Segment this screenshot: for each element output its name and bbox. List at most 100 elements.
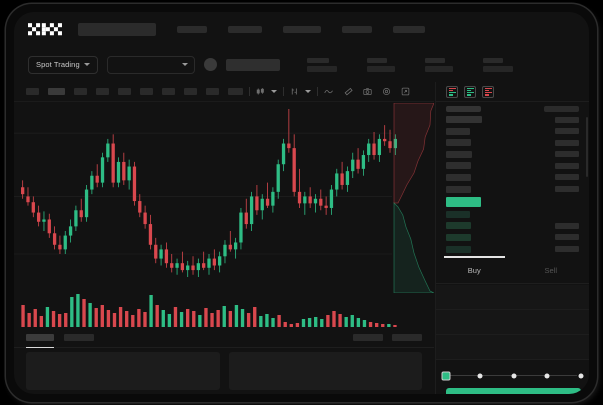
- nav-item-2[interactable]: [228, 26, 262, 33]
- tab-buy[interactable]: Buy: [436, 256, 513, 283]
- timeframe-button-4[interactable]: [96, 88, 109, 95]
- trade-side-tabs: Buy Sell: [436, 256, 589, 284]
- slider-handle[interactable]: [441, 371, 451, 380]
- timeframe-button-6[interactable]: [140, 88, 153, 95]
- camera-icon[interactable]: [363, 87, 372, 96]
- trading-pair-dropdown[interactable]: [106, 55, 195, 74]
- orderbook-row-ask[interactable]: [436, 138, 589, 147]
- market-stat-value: [366, 65, 395, 72]
- slider-stop-75[interactable]: [544, 373, 550, 378]
- orderbook-both-icon[interactable]: [446, 85, 458, 98]
- orderbook-column-headers: [436, 104, 589, 113]
- orderbook-amount-bar: [555, 116, 579, 123]
- orderbook-amount-bar: [555, 174, 579, 181]
- orderbook-row-ask[interactable]: [436, 115, 589, 124]
- bottom-panel-left[interactable]: [26, 352, 220, 390]
- nav-item-1[interactable]: [177, 26, 207, 33]
- orderbook-amount-bar: [555, 128, 579, 135]
- bottom-tab-1[interactable]: [26, 334, 54, 348]
- bar-chart-icon[interactable]: [290, 87, 299, 96]
- market-stat-label: [306, 57, 329, 63]
- orderbook-header-amount: [544, 105, 579, 112]
- orderbook-scrollbar[interactable]: [586, 117, 588, 177]
- orderbook-amount-bar: [555, 139, 579, 146]
- orderbook-rows[interactable]: [436, 115, 589, 256]
- bottom-tab-2[interactable]: [64, 334, 94, 341]
- orders-panels: [14, 352, 434, 390]
- orderbook-row-bid[interactable]: [436, 210, 589, 219]
- timeframe-button-5[interactable]: [118, 88, 131, 95]
- nav-item-4[interactable]: [342, 26, 372, 33]
- orderbook-row-bid[interactable]: [436, 233, 589, 242]
- market-stat-value: [306, 65, 337, 72]
- orders-tab-bar: [14, 328, 434, 348]
- orderbook-row-ask[interactable]: [436, 161, 589, 170]
- orderbook-price-bar: [446, 150, 472, 158]
- bottom-control-2[interactable]: [392, 334, 422, 341]
- orderbook-row-ask[interactable]: [436, 150, 589, 159]
- amount-percent-slider[interactable]: [441, 370, 584, 381]
- nav-link-group: [177, 26, 425, 33]
- timeframe-button-3[interactable]: [74, 88, 87, 95]
- order-total-field[interactable]: [436, 335, 589, 360]
- pair-name-placeholder: [225, 58, 280, 71]
- orderbook-sell-icon[interactable]: [482, 85, 494, 98]
- timeframe-button-10[interactable]: [228, 88, 243, 95]
- orderbook-price-bar: [446, 233, 471, 241]
- order-amount-field[interactable]: [436, 310, 589, 335]
- market-type-label: Spot Trading: [36, 60, 80, 69]
- market-stat-1: [306, 57, 337, 72]
- search-input[interactable]: [78, 23, 156, 36]
- timeframe-group: [26, 88, 243, 95]
- orderbook-row-ask[interactable]: [436, 185, 589, 194]
- volume-bar-chart: [14, 290, 434, 335]
- slider-stop-25[interactable]: [477, 373, 483, 378]
- timeframe-button-7[interactable]: [162, 88, 175, 95]
- timeframe-button-2[interactable]: [48, 88, 65, 95]
- orderbook-row-current[interactable]: [436, 196, 589, 207]
- chevron-down-icon[interactable]: [271, 90, 277, 93]
- orderbook-price-bar: [446, 173, 471, 181]
- orderbook-amount-bar: [555, 246, 579, 253]
- market-stat-4: [482, 57, 513, 72]
- nav-item-3[interactable]: [283, 26, 321, 33]
- orderbook-row-bid[interactable]: [436, 245, 589, 254]
- okx-logo-icon[interactable]: [28, 23, 66, 36]
- timeframe-button-1[interactable]: [26, 88, 39, 95]
- orders-tab-group: [26, 334, 94, 348]
- orderbook-header-price: [446, 105, 481, 112]
- orders-controls-group: [353, 334, 422, 341]
- orderbook-price-bar: [446, 127, 470, 135]
- orderbook-price-bar: [446, 196, 481, 207]
- market-type-dropdown[interactable]: Spot Trading: [28, 55, 98, 74]
- toolbar-divider: [283, 87, 284, 96]
- bottom-control-1[interactable]: [353, 334, 383, 341]
- slider-stop-50[interactable]: [511, 373, 516, 378]
- orderbook-price-bar: [446, 210, 470, 218]
- nav-item-5[interactable]: [393, 26, 425, 33]
- market-stat-value: [482, 65, 513, 72]
- chevron-down-icon[interactable]: [305, 90, 311, 93]
- candlestick-price-chart[interactable]: [14, 103, 434, 293]
- orderbook-buy-icon[interactable]: [464, 85, 476, 98]
- candlestick-chart-icon[interactable]: [256, 87, 265, 96]
- tab-sell[interactable]: Sell: [544, 266, 557, 275]
- orderbook-row-ask[interactable]: [436, 173, 589, 182]
- ruler-measure-icon[interactable]: [344, 87, 353, 96]
- chart-column: [14, 82, 434, 394]
- fullscreen-icon[interactable]: [401, 87, 410, 96]
- timeframe-button-8[interactable]: [184, 88, 197, 95]
- orderbook-row-bid[interactable]: [436, 221, 589, 230]
- indicator-wave-icon[interactable]: [324, 87, 334, 96]
- settings-gear-icon[interactable]: [382, 87, 391, 96]
- orderbook-row-ask[interactable]: [436, 127, 589, 136]
- timeframe-button-9[interactable]: [206, 88, 219, 95]
- order-price-field[interactable]: [436, 285, 589, 310]
- orderbook-price-bar: [446, 222, 471, 230]
- orderbook-price-bar: [446, 185, 471, 193]
- bottom-panel-right[interactable]: [228, 352, 422, 390]
- market-stats-group: [306, 57, 513, 72]
- orderbook-and-trade-panel: Buy Sell: [435, 82, 589, 394]
- place-order-button[interactable]: [446, 388, 581, 394]
- slider-stop-100[interactable]: [578, 373, 584, 378]
